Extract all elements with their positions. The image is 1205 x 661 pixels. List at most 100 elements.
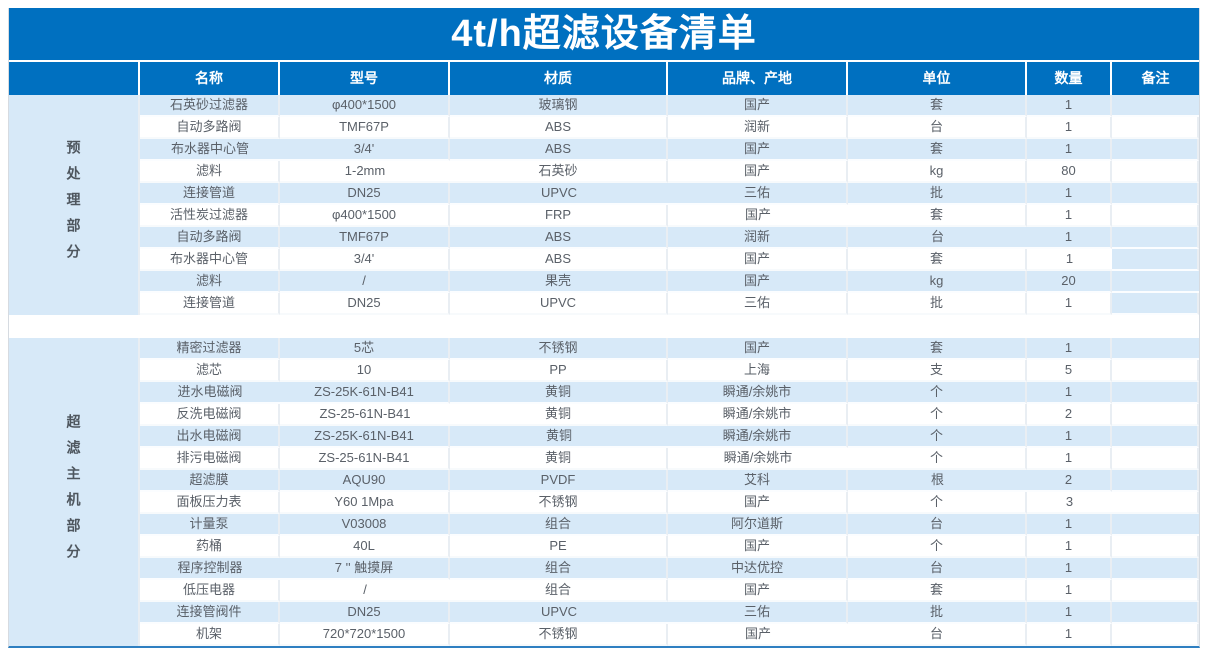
cell-remark <box>1112 470 1199 492</box>
cell-name: 布水器中心管 <box>140 249 280 271</box>
cell-qty: 1 <box>1027 536 1112 558</box>
cell-qty: 1 <box>1027 249 1112 271</box>
cell-remark <box>1112 558 1199 580</box>
cell-qty: 1 <box>1027 183 1112 205</box>
cell-model: 3/4' <box>280 139 450 161</box>
cell-remark <box>1112 624 1199 646</box>
cell-brand: 国产 <box>668 139 848 161</box>
cell-material: ABS <box>450 227 668 249</box>
cell-material: 组合 <box>450 514 668 536</box>
section-pretreatment: 预处理部分 石英砂过滤器 φ400*1500 玻璃钢 国产套 1 自动多路阀 TMF67P AB… <box>9 95 1199 315</box>
cell-brand: 阿尔道斯 <box>668 514 848 536</box>
cell-brand: 润新 <box>668 227 848 249</box>
cell-unit: 套 <box>848 338 1027 360</box>
cell-remark <box>1112 117 1199 139</box>
cell-remark <box>1112 536 1199 558</box>
cell-brand: 国产 <box>668 249 848 271</box>
cell-unit: 台 <box>848 624 1027 646</box>
cell-model: 40L <box>280 536 450 558</box>
cell-name: 连接管阀件 <box>140 602 280 624</box>
cell-name: 药桶 <box>140 536 280 558</box>
cell-model: / <box>280 580 450 602</box>
cell-model: AQU90 <box>280 470 450 492</box>
cell-material: UPVC <box>450 183 668 205</box>
cell-qty: 2 <box>1027 404 1112 426</box>
cell-material: 不锈钢 <box>450 492 668 514</box>
cell-remark <box>1112 271 1199 293</box>
cell-unit: 个 <box>848 404 1027 426</box>
cell-unit: 个 <box>848 536 1027 558</box>
cell-unit: 批 <box>848 293 1027 315</box>
equipment-list-table: 4t/h超滤设备清单 名称 型号 材质 品牌、产地 单位 数量 备注 预处理部分… <box>8 8 1200 648</box>
cell-name: 滤料 <box>140 271 280 293</box>
cell-name: 机架 <box>140 624 280 646</box>
cell-unit: 根 <box>848 470 1027 492</box>
cell-name: 活性炭过滤器 <box>140 205 280 227</box>
cell-brand: 国产 <box>668 536 848 558</box>
cell-qty: 1 <box>1027 382 1112 404</box>
cell-unit: 个 <box>848 448 1027 470</box>
cell-model: Y60 1Mpa <box>280 492 450 514</box>
cell-model: TMF67P <box>280 227 450 249</box>
cell-model: ZS-25-61N-B41 <box>280 404 450 426</box>
section-label: 预处理部分 <box>9 95 140 315</box>
section-spacer <box>9 315 1199 338</box>
cell-material: PP <box>450 360 668 382</box>
cell-unit: 套 <box>848 205 1027 227</box>
cell-brand: 国产 <box>668 205 848 227</box>
cell-material: 石英砂 <box>450 161 668 183</box>
cell-remark <box>1112 382 1199 404</box>
cell-material: 不锈钢 <box>450 338 668 360</box>
cell-model: φ400*1500 <box>280 95 450 117</box>
cell-name: 精密过滤器 <box>140 338 280 360</box>
cell-brand: 国产 <box>668 624 848 646</box>
cell-qty: 1 <box>1027 624 1112 646</box>
cell-name: 排污电磁阀 <box>140 448 280 470</box>
cell-brand: 瞬通/余姚市 <box>668 448 848 470</box>
cell-remark <box>1112 293 1199 315</box>
cell-qty: 1 <box>1027 338 1112 360</box>
header-name: 名称 <box>140 62 280 95</box>
cell-brand: 中达优控 <box>668 558 848 580</box>
cell-qty: 1 <box>1027 95 1112 117</box>
cell-material: 组合 <box>450 558 668 580</box>
cell-brand: 艾科 <box>668 470 848 492</box>
cell-qty: 1 <box>1027 139 1112 161</box>
cell-material: FRP <box>450 205 668 227</box>
cell-model: ZS-25K-61N-B41 <box>280 426 450 448</box>
cell-qty: 3 <box>1027 492 1112 514</box>
header-brand-origin: 品牌、产地 <box>668 62 848 95</box>
cell-remark <box>1112 205 1199 227</box>
section-label-text: 超滤主机部分 <box>65 414 82 570</box>
cell-model: DN25 <box>280 293 450 315</box>
cell-brand: 瞬通/余姚市 <box>668 404 848 426</box>
cell-remark <box>1112 161 1199 183</box>
cell-unit: 个 <box>848 492 1027 514</box>
cell-name: 滤芯 <box>140 360 280 382</box>
cell-qty: 1 <box>1027 426 1112 448</box>
cell-material: 黄铜 <box>450 448 668 470</box>
cell-qty: 5 <box>1027 360 1112 382</box>
section-label-text: 预处理部分 <box>65 140 82 270</box>
cell-name: 滤料 <box>140 161 280 183</box>
cell-remark <box>1112 227 1199 249</box>
cell-brand: 国产 <box>668 492 848 514</box>
cell-name: 连接管道 <box>140 183 280 205</box>
cell-qty: 1 <box>1027 602 1112 624</box>
cell-qty: 2 <box>1027 470 1112 492</box>
cell-remark <box>1112 492 1199 514</box>
cell-name: 面板压力表 <box>140 492 280 514</box>
header-corner-cell <box>9 62 140 95</box>
cell-remark <box>1112 514 1199 536</box>
cell-name: 计量泵 <box>140 514 280 536</box>
cell-unit: 支 <box>848 360 1027 382</box>
header-material: 材质 <box>450 62 668 95</box>
cell-brand: 瞬通/余姚市 <box>668 426 848 448</box>
cell-model: 3/4' <box>280 249 450 271</box>
section-uf-main-unit: 超滤主机部分 精密过滤器 5芯 不锈钢 国产套 1 滤芯 10 PP 上海支 5 进水电磁阀 ZS-25… <box>9 338 1199 646</box>
cell-material: PE <box>450 536 668 558</box>
cell-brand: 瞬通/余姚市 <box>668 382 848 404</box>
cell-model: 1-2mm <box>280 161 450 183</box>
cell-material: ABS <box>450 117 668 139</box>
cell-unit: 台 <box>848 227 1027 249</box>
